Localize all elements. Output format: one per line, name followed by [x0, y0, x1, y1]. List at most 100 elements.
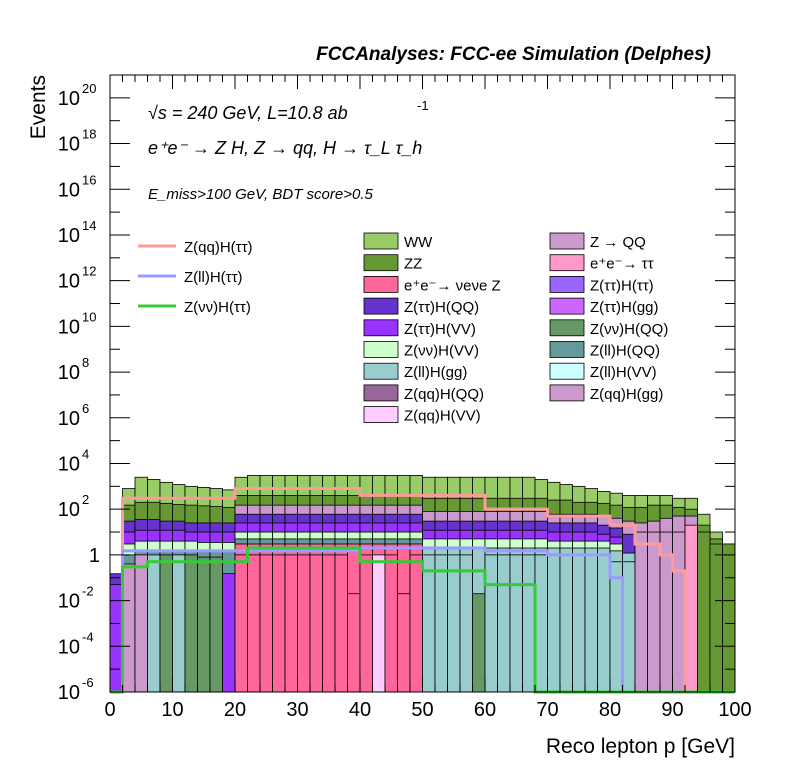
signal-curves [110, 487, 735, 694]
y-tick-label: 10 [58, 636, 80, 658]
legend-swatch [549, 297, 585, 315]
legend-label: Z(ττ)H(VV) [404, 321, 476, 338]
header-title: FCCAnalyses: FCC-ee Simulation (Delphes) [316, 44, 711, 65]
y-tick-label: 10 [58, 499, 80, 521]
front-bar [272, 554, 286, 693]
front-bar [209, 556, 223, 693]
legend-label: e⁺e⁻→ ττ [590, 256, 654, 273]
legend-swatch [363, 384, 399, 402]
front-bar [609, 561, 623, 693]
legend-label: Z(qq)H(gg) [590, 386, 663, 403]
front-bar [572, 554, 586, 693]
y-tick-exponent: 16 [82, 172, 96, 187]
legend-label: Z(qq)H(VV) [404, 408, 481, 425]
front-bar [359, 554, 373, 693]
front-bar [647, 531, 661, 693]
front-bar [722, 543, 736, 693]
front-bar [397, 593, 411, 693]
legend-line-label: Z(νν)H(ττ) [184, 299, 251, 316]
front-bar [322, 554, 336, 693]
front-bar [447, 554, 461, 693]
front-bar [497, 554, 511, 693]
legend-swatch [363, 254, 399, 272]
legend-label: Z(qq)H(QQ) [404, 386, 484, 403]
legend-label: Z(ll)H(QQ) [590, 343, 660, 360]
y-tick-exponent: 6 [82, 401, 89, 416]
front-bar [284, 554, 298, 693]
legend-swatch [363, 341, 399, 358]
front-bar [372, 554, 386, 693]
front-bar [484, 554, 498, 693]
y-tick-exponent: -4 [82, 629, 94, 644]
front-bar [559, 554, 573, 693]
legend-swatch [363, 232, 399, 250]
front-bar [334, 554, 348, 693]
front-bar [534, 554, 548, 693]
front-bar [159, 554, 173, 693]
x-tick-label: 40 [349, 699, 371, 721]
x-tick-label: 10 [161, 699, 183, 721]
front-bar [634, 531, 648, 693]
front-bar [134, 554, 148, 693]
y-tick-exponent: 18 [82, 127, 96, 142]
legend-swatch [549, 362, 585, 380]
legend-label: WW [404, 234, 433, 251]
front-bar [622, 561, 636, 693]
y-tick-exponent: 8 [82, 355, 89, 370]
legend-swatch [549, 232, 585, 250]
y-tick-label: 10 [58, 362, 80, 384]
legend-swatch [549, 319, 585, 337]
y-tick-label: 10 [58, 682, 80, 704]
front-bar [434, 554, 448, 693]
legend-swatch [549, 275, 585, 293]
front-bar [147, 554, 161, 693]
energy-lumi-annotation: √s = 240 GeV, L=10.8 ab [148, 103, 348, 123]
legend-line-label: Z(ll)H(ττ) [184, 269, 243, 286]
front-bar [509, 554, 523, 693]
x-tick-label: 30 [286, 699, 308, 721]
x-tick-label: 90 [661, 699, 683, 721]
series-line [110, 546, 735, 694]
process-annotation: e⁺e⁻ → Z H, Z → qq, H → τ_L τ_h [148, 138, 422, 158]
front-bar [297, 554, 311, 693]
stack-bar [122, 563, 136, 693]
legend-swatch [363, 362, 399, 380]
front-bar [384, 554, 398, 693]
y-tick-exponent: 12 [82, 264, 96, 279]
legend-label: Z(ττ)H(gg) [590, 299, 659, 316]
x-tick-label: 80 [599, 699, 621, 721]
legend-label: e⁺e⁻→ νeνe Z [404, 277, 501, 294]
y-tick-exponent: -2 [82, 584, 94, 599]
legend-swatch [363, 297, 399, 315]
legend-swatch [549, 254, 585, 272]
series-line [110, 546, 735, 694]
front-bar [247, 554, 261, 693]
front-bar [222, 573, 236, 693]
x-tick-label: 50 [411, 699, 433, 721]
front-bar [684, 524, 698, 693]
front-bar [459, 554, 473, 693]
legend-line-label: Z(qq)H(ττ) [184, 239, 253, 256]
front-bar [709, 543, 723, 693]
front-bar [672, 531, 686, 693]
front-bar [234, 554, 248, 693]
lumi-exponent: -1 [417, 98, 429, 113]
histogram-bars [109, 475, 736, 693]
y-tick-label: 10 [58, 316, 80, 338]
legend-label: Z(ll)H(VV) [590, 364, 657, 381]
y-tick-label: 10 [58, 408, 80, 430]
y-tick-label: 10 [58, 225, 80, 247]
y-tick-exponent: 14 [82, 218, 96, 233]
front-bar [472, 593, 486, 693]
legend-label: ZZ [404, 256, 422, 273]
legend-label: Z → QQ [590, 234, 646, 251]
y-tick-label: 1 [89, 545, 100, 567]
y-tick-label: 10 [58, 134, 80, 156]
legend: Z(qq)H(ττ) Z(ll)H(ττ) Z(νν)H(ττ) WW ZZ e⁺e⁻→ … [138, 232, 668, 425]
x-tick-label: 60 [474, 699, 496, 721]
front-bar [347, 593, 361, 693]
y-tick-label: 10 [58, 453, 80, 475]
legend-label: Z(νν)H(QQ) [590, 321, 668, 338]
y-tick-exponent: 20 [82, 81, 96, 96]
